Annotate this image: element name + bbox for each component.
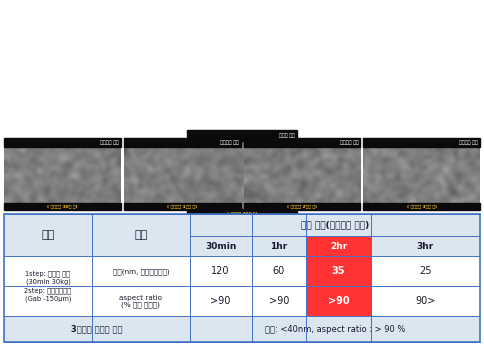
Bar [4,214,480,342]
Bar [243,203,360,210]
Text: 60: 60 [273,266,285,276]
Text: ( 분쇄밀링 1시간 후): ( 분쇄밀링 1시간 후) [167,204,197,208]
Text: 콜로이드 밀링: 콜로이드 밀링 [459,140,478,145]
Bar [243,138,360,147]
Text: ( 분쇄밀링 2시간 후): ( 분쇄밀링 2시간 후) [287,204,317,208]
Bar [4,316,480,342]
Text: >90: >90 [211,297,231,307]
Text: 직경: <40nm, aspect ratio : > 90 %: 직경: <40nm, aspect ratio : > 90 % [265,325,405,334]
Bar [4,203,121,210]
Text: 1hr: 1hr [270,242,287,251]
Text: 콜로이드 밀링: 콜로이드 밀링 [100,140,119,145]
Bar [363,203,480,210]
Text: 120: 120 [212,266,230,276]
Bar [363,138,480,147]
Text: 30min: 30min [205,242,236,251]
Text: 90>: 90> [415,297,436,307]
Bar [4,214,480,342]
Bar [306,236,371,256]
Text: >90: >90 [328,297,349,307]
Bar [124,138,241,147]
Text: 인라인 밀링: 인라인 밀링 [279,133,295,138]
Text: ( 분쇄밀링 3시간 후): ( 분쇄밀링 3시간 후) [407,204,437,208]
Text: 분쇄 시간(콜로이드 밀링): 분쇄 시간(콜로이드 밀링) [301,221,369,230]
Text: 직경(nm, 최대직경기준): 직경(nm, 최대직경기준) [113,268,169,275]
Bar [4,214,480,256]
Text: 3차년도 정량적 목표: 3차년도 정량적 목표 [71,325,122,334]
Text: 콜로이드 밀링: 콜로이드 밀링 [220,140,239,145]
Text: 공정: 공정 [42,230,55,240]
Text: 1step: 인라인 밀링
(30min 30kg)
2step: 콜로이드밀링
(Gab -150μm): 1step: 인라인 밀링 (30min 30kg) 2step: 콜로이드밀링… [25,270,72,302]
Text: 35: 35 [332,266,345,276]
Bar [124,203,241,210]
Bar [187,209,297,218]
Bar [306,256,371,286]
Text: ( 분쇄밀링 30분 후): ( 분쇄밀링 30분 후) [227,212,257,216]
Text: 분석: 분석 [134,230,148,240]
Text: ( 분쇄밀링 30분 후): ( 분쇄밀링 30분 후) [47,204,77,208]
Text: 2hr: 2hr [330,242,347,251]
Text: >90: >90 [269,297,289,307]
Text: 3hr: 3hr [417,242,434,251]
Bar [4,138,121,147]
Bar [187,130,297,141]
Bar [306,286,371,316]
Text: 25: 25 [419,266,432,276]
Text: 콜로이드 밀링: 콜로이드 밀링 [339,140,358,145]
Text: aspect ratio
(% 대표 섬유상): aspect ratio (% 대표 섬유상) [120,294,162,308]
